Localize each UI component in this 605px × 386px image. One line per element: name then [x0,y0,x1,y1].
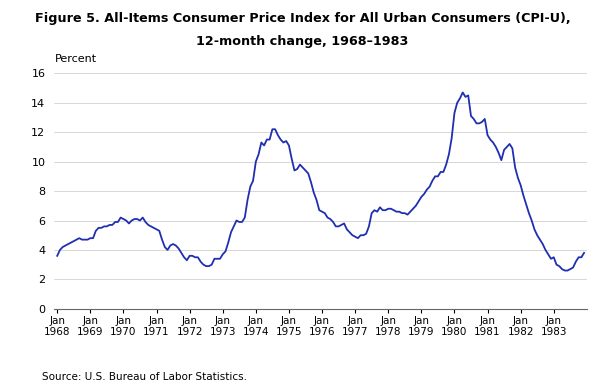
Text: Percent: Percent [54,54,97,64]
Text: 12-month change, 1968–1983: 12-month change, 1968–1983 [196,35,409,48]
Text: Source: U.S. Bureau of Labor Statistics.: Source: U.S. Bureau of Labor Statistics. [42,372,247,382]
Text: Figure 5. All-Items Consumer Price Index for All Urban Consumers (CPI-U),: Figure 5. All-Items Consumer Price Index… [34,12,571,25]
